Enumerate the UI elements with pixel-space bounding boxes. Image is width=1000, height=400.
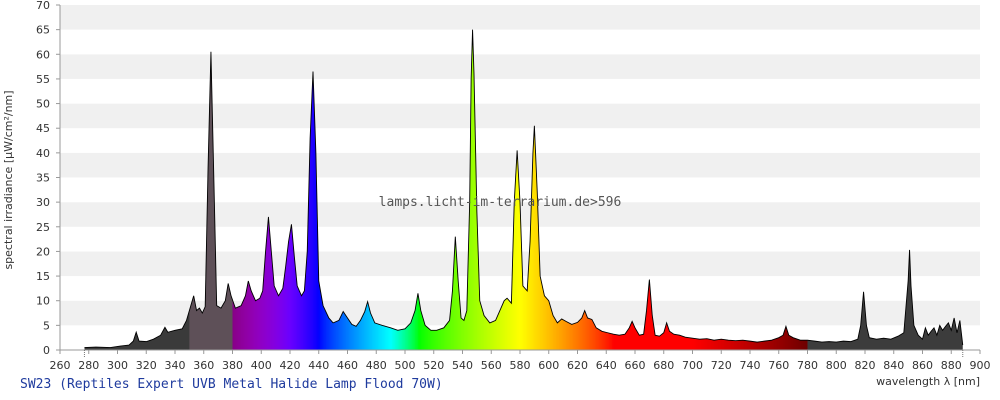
spectrum-strip (208, 29, 211, 350)
spectrum-strip (534, 29, 537, 350)
x-tick-label: 360 (193, 359, 214, 372)
y-tick-label: 25 (36, 221, 50, 234)
x-tick-label: 720 (711, 359, 732, 372)
y-tick-label: 15 (36, 270, 50, 283)
x-tick-label: 500 (395, 359, 416, 372)
grid-band (60, 103, 980, 129)
x-tick-labels: 260 280 300 320 340 360 380 400 420 440 460 480 500 5… (50, 359, 991, 372)
x-tick-label: 460 (337, 359, 358, 372)
spectrum-curve (84, 29, 964, 348)
spectrum-strip (308, 29, 311, 350)
x-tick-label: 840 (883, 359, 904, 372)
spectrum-strip (210, 29, 213, 350)
y-tick-label: 40 (36, 147, 50, 160)
x-axis-title: wavelength λ [nm] (876, 375, 980, 388)
y-tick-label: 0 (43, 344, 50, 357)
spectrum-strip (474, 29, 477, 350)
x-tick-label: 600 (538, 359, 559, 372)
x-tick-label: 880 (941, 359, 962, 372)
x-tick-label: 420 (280, 359, 301, 372)
x-tick-label: 740 (740, 359, 761, 372)
x-tick-label: 820 (855, 359, 876, 372)
y-tick-labels: 0 5 10 15 20 25 30 35 40 45 50 55 60 65 70 (36, 0, 50, 357)
spectrum-strip (209, 29, 212, 350)
x-tick-label: 260 (50, 359, 71, 372)
x-tick-label: 800 (826, 359, 847, 372)
grid-band (60, 128, 980, 153)
y-axis-title: spectral irradiance [µW/cm²/nm] (2, 90, 15, 269)
spectrum-strip (471, 29, 474, 350)
x-tick-label: 700 (682, 359, 703, 372)
x-tick-label: 440 (308, 359, 329, 372)
y-tick-label: 35 (36, 172, 50, 185)
y-tick-label: 5 (43, 319, 50, 332)
spectrum-strip (472, 29, 475, 350)
x-tick-label: 560 (481, 359, 502, 372)
x-tick-label: 640 (596, 359, 617, 372)
spectrum-strip (532, 29, 535, 350)
spectrum-strip (469, 29, 472, 350)
grid-band (60, 78, 980, 104)
spectrum-strip (310, 29, 313, 350)
y-tick-label: 45 (36, 122, 50, 135)
spectrum-strip (314, 29, 317, 350)
y-tick-label: 50 (36, 98, 50, 111)
x-tick-label: 300 (107, 359, 128, 372)
x-tick-label: 900 (970, 359, 991, 372)
spectrum-strip (212, 29, 215, 350)
spectrum-strip (515, 29, 518, 350)
x-tick-label: 480 (366, 359, 387, 372)
x-tick-label: 760 (768, 359, 789, 372)
y-tick-label: 65 (36, 24, 50, 37)
x-tick-label: 660 (625, 359, 646, 372)
x-tick-label: 780 (797, 359, 818, 372)
x-tick-label: 380 (222, 359, 243, 372)
grid-band (60, 152, 980, 178)
x-tick-label: 540 (452, 359, 473, 372)
grid-band (60, 54, 980, 79)
spectrum-strip (311, 29, 314, 350)
x-tick-label: 620 (567, 359, 588, 372)
y-tick-label: 60 (36, 48, 50, 61)
y-tick-label: 70 (36, 0, 50, 12)
lamp-caption: SW23 (Reptiles Expert UVB Metal Halide L… (20, 377, 443, 392)
axis-ticks (56, 4, 981, 357)
x-tick-label: 680 (653, 359, 674, 372)
x-tick-label: 580 (510, 359, 531, 372)
y-tick-label: 55 (36, 73, 50, 86)
watermark: lamps.licht-im-terrarium.de>596 (379, 195, 622, 210)
grid-band (60, 5, 980, 30)
x-tick-label: 860 (912, 359, 933, 372)
spectrum-strip (517, 29, 520, 350)
spectrum-strip (313, 29, 316, 350)
spectrum-strip (531, 29, 534, 350)
x-tick-label: 320 (136, 359, 157, 372)
grid-band (60, 29, 980, 55)
y-tick-label: 30 (36, 196, 50, 209)
y-tick-label: 10 (36, 295, 50, 308)
x-tick-label: 340 (165, 359, 186, 372)
x-tick-label: 280 (78, 359, 99, 372)
x-tick-label: 400 (251, 359, 272, 372)
x-tick-label: 520 (423, 359, 444, 372)
y-tick-label: 20 (36, 245, 50, 258)
